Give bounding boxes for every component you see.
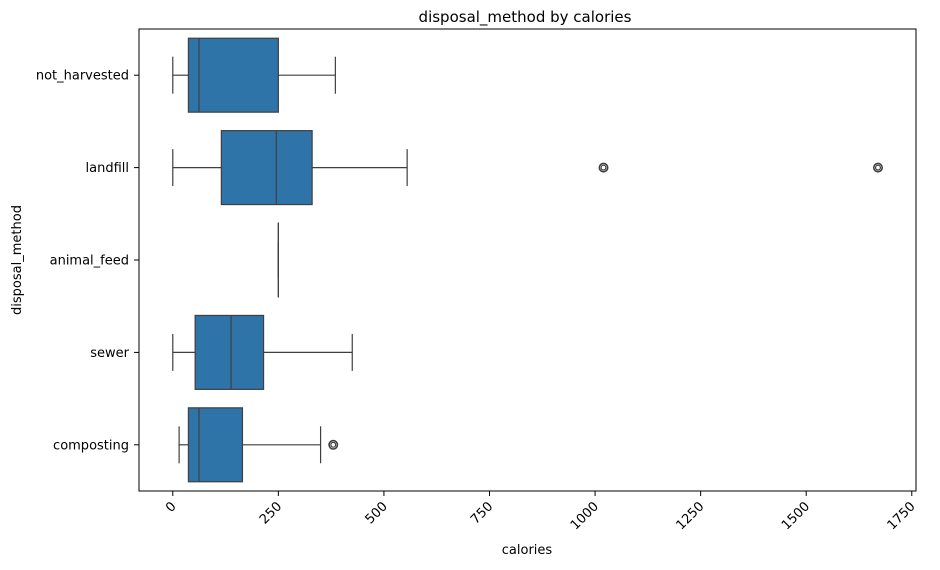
x-tick-label-1250: 1250 bbox=[673, 499, 707, 533]
x-tick-label-750: 750 bbox=[468, 499, 496, 527]
outlier-inner-landfill-1 bbox=[876, 165, 881, 170]
x-tick-label-1000: 1000 bbox=[568, 499, 602, 533]
box-group-composting bbox=[179, 408, 337, 482]
box-not-harvested bbox=[188, 38, 278, 112]
y-tick-label-not-harvested: not_harvested bbox=[36, 69, 129, 84]
outlier-inner-composting-0 bbox=[331, 442, 336, 447]
box-sewer bbox=[195, 315, 263, 389]
box-landfill bbox=[221, 131, 312, 205]
y-tick-label-animal-feed: animal_feed bbox=[50, 254, 129, 269]
y-tick-label-composting: composting bbox=[53, 438, 129, 453]
y-tick-label-sewer: sewer bbox=[90, 346, 129, 361]
box-group-landfill bbox=[173, 131, 882, 205]
x-axis-ticks: 0 250 500 750 1000 1250 1500 1750 bbox=[163, 491, 918, 533]
x-tick-label-1500: 1500 bbox=[779, 499, 813, 533]
box-composting bbox=[188, 408, 242, 482]
box-marks bbox=[173, 38, 882, 482]
y-axis-label: disposal_method bbox=[10, 205, 25, 315]
x-axis-label: calories bbox=[502, 543, 553, 558]
box-group-sewer bbox=[173, 315, 352, 389]
chart-title: disposal_method by calories bbox=[419, 8, 632, 27]
box-group-not-harvested bbox=[173, 38, 336, 112]
x-tick-label-250: 250 bbox=[257, 499, 285, 527]
y-tick-label-landfill: landfill bbox=[86, 161, 129, 176]
outlier-inner-landfill-0 bbox=[601, 165, 606, 170]
x-tick-label-500: 500 bbox=[363, 499, 391, 527]
x-tick-label-0: 0 bbox=[163, 499, 179, 515]
x-tick-label-1750: 1750 bbox=[885, 499, 919, 533]
